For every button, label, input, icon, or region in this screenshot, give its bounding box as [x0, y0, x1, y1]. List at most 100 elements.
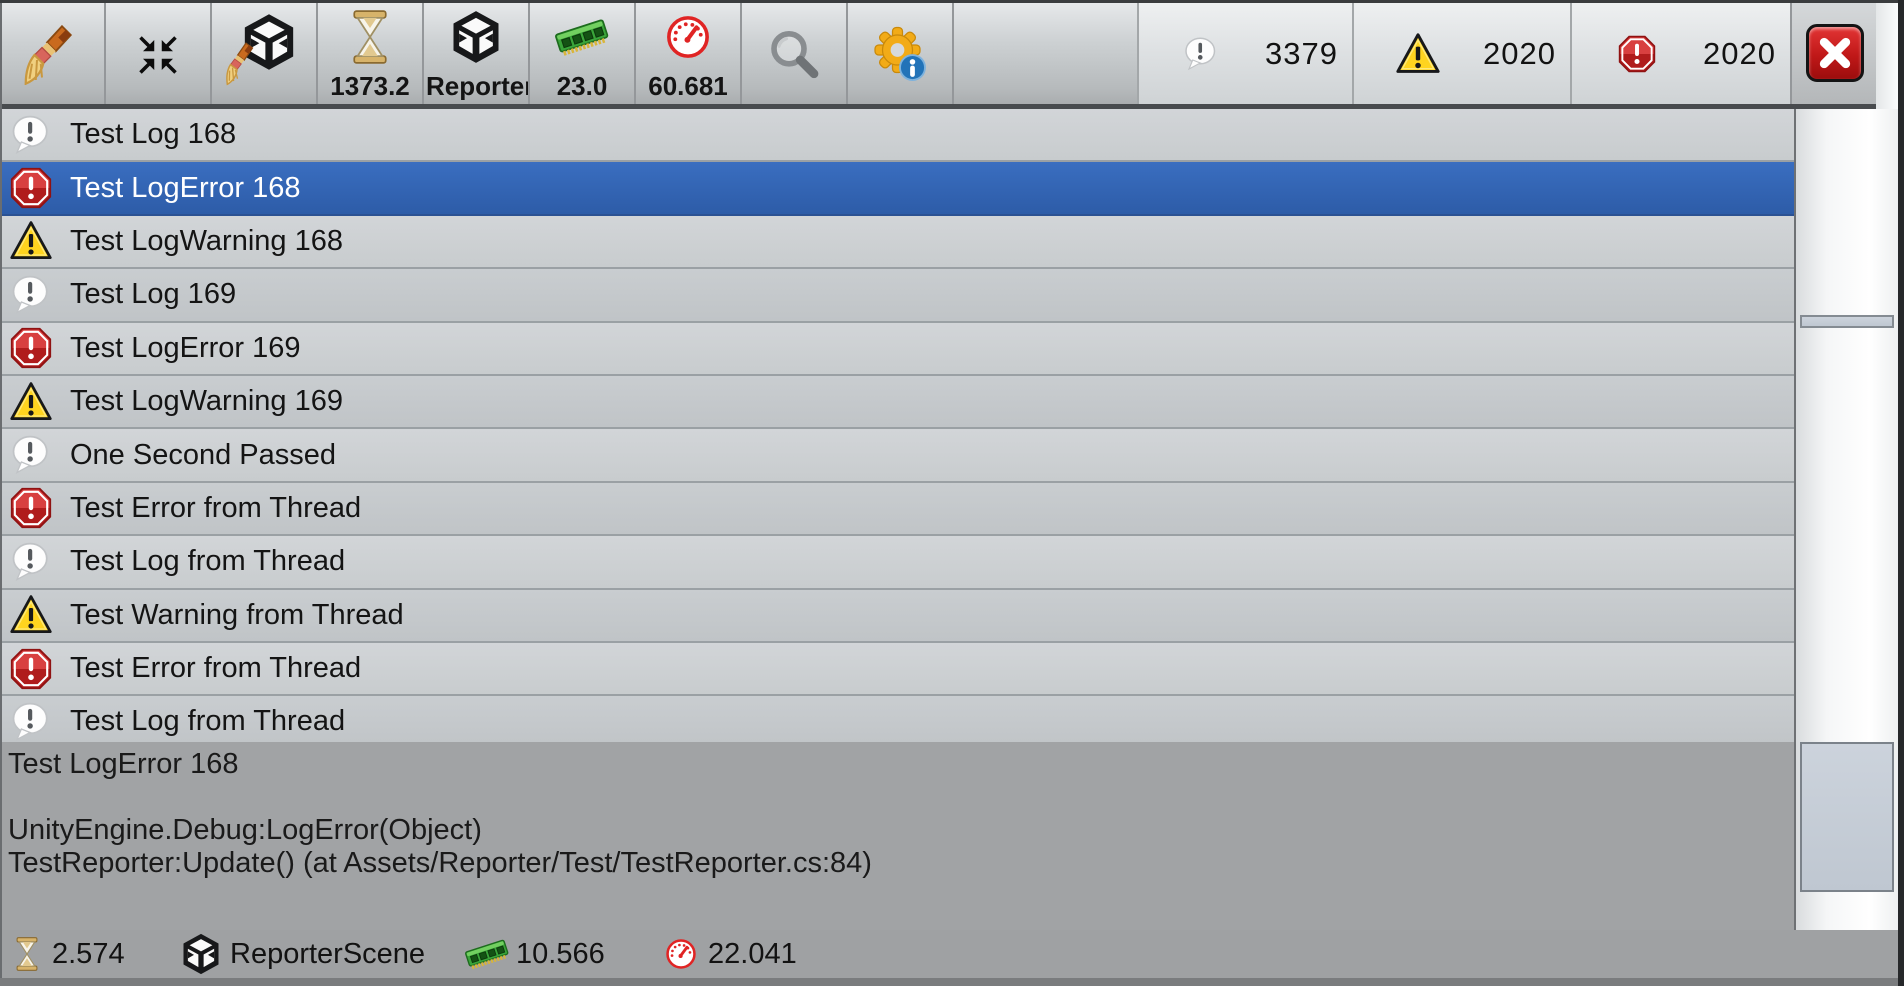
log-row-text: Test Log from Thread [70, 705, 346, 738]
log-row[interactable]: Test Log from Thread [0, 696, 1794, 742]
scene-button[interactable]: Reporter [424, 3, 530, 104]
info-icon [10, 701, 52, 742]
detail-blank-line [8, 781, 1794, 814]
status-fps-value: 22.041 [708, 937, 797, 970]
info-count: 3379 [1265, 35, 1338, 71]
close-cell [1790, 3, 1878, 104]
log-row[interactable]: Test Error from Thread [0, 642, 1794, 697]
error-icon [1618, 35, 1656, 73]
log-row-text: Test Log 169 [70, 278, 237, 311]
status-fps: 22.041 [662, 930, 797, 978]
detail-stack-line-2: TestReporter:Update() (at Assets/Reporte… [8, 847, 872, 879]
info-icon [1183, 36, 1219, 72]
top-right-scroll-strip [1876, 3, 1898, 109]
log-scrollbar-thumb[interactable] [1800, 315, 1894, 328]
warning-count-button[interactable]: 2020 [1352, 3, 1572, 104]
unity-cube-icon [449, 10, 503, 64]
speedometer-icon [662, 935, 700, 973]
log-list[interactable]: Test Log 168 Test LogError 168 Test LogWar… [0, 109, 1794, 742]
log-row[interactable]: Test Error from Thread [0, 482, 1794, 537]
scene-name: Reporter [426, 72, 528, 100]
broom-icon [22, 25, 82, 85]
detail-scrollbar[interactable] [1794, 742, 1898, 930]
error-icon [10, 327, 52, 369]
status-scene: ReporterScene [180, 930, 425, 978]
log-row-text: Test LogWarning 168 [70, 224, 343, 257]
time-value: 1373.2 [330, 72, 410, 100]
clear-button[interactable] [0, 3, 106, 104]
detail-pane[interactable]: Test LogError 168 UnityEngine.Debug:LogE… [0, 742, 1794, 930]
log-row[interactable]: Test LogError 169 [0, 322, 1794, 376]
detail-stack-line-1: UnityEngine.Debug:LogError(Object) [8, 814, 482, 846]
window-right-border [1898, 0, 1904, 986]
search-button[interactable] [742, 3, 848, 104]
log-row[interactable]: Test Log 168 [0, 109, 1794, 163]
info-icon [10, 274, 52, 316]
log-row-text: One Second Passed [70, 438, 337, 471]
hourglass-icon [10, 934, 44, 974]
log-row[interactable]: Test Warning from Thread [0, 589, 1794, 643]
warning-icon [10, 381, 52, 423]
error-icon [10, 648, 52, 690]
warning-count: 2020 [1483, 35, 1556, 71]
gear-info-icon [870, 25, 930, 85]
close-button[interactable] [1806, 24, 1864, 82]
log-row-text: Test LogError 169 [70, 331, 301, 364]
window-left-border [0, 0, 2, 986]
log-row-text: Test Error from Thread [70, 491, 362, 524]
warning-icon [1396, 32, 1440, 76]
log-scrollbar[interactable] [1794, 109, 1898, 742]
log-row-text: Test LogError 168 [70, 171, 301, 204]
status-scene-value: ReporterScene [230, 937, 426, 970]
log-row-text: Test Log from Thread [70, 545, 346, 578]
warning-icon [10, 220, 52, 262]
toolbar: 1373.2 Reporter 23.0 60.681 3379 2020 20… [0, 0, 1898, 109]
info-icon [10, 541, 52, 583]
log-row-text: Test Warning from Thread [70, 598, 404, 631]
log-row[interactable]: Test LogError 168 [0, 162, 1794, 216]
unity-cube-icon [180, 933, 222, 975]
window-bottom-border [0, 978, 1904, 986]
warning-icon [10, 594, 52, 636]
ram-icon [460, 932, 514, 976]
shrink-icon [128, 25, 188, 85]
error-count: 2020 [1703, 35, 1776, 71]
close-icon [1819, 37, 1851, 69]
hourglass-icon [343, 10, 397, 64]
error-icon [10, 167, 52, 209]
search-icon [764, 25, 824, 85]
settings-button[interactable] [848, 3, 954, 104]
fps-value: 60.681 [648, 72, 728, 100]
error-icon [10, 487, 52, 529]
log-row[interactable]: Test Log 169 [0, 269, 1794, 323]
info-count-button[interactable]: 3379 [1137, 3, 1354, 104]
log-row[interactable]: One Second Passed [0, 429, 1794, 483]
log-row[interactable]: Test Log from Thread [0, 536, 1794, 590]
log-row-text: Test LogWarning 169 [70, 385, 343, 418]
speedometer-icon [661, 10, 715, 64]
info-icon [10, 434, 52, 476]
window-top-border [0, 0, 1904, 3]
detail-scrollbar-thumb[interactable] [1800, 742, 1894, 892]
clear-scene-button[interactable] [212, 3, 318, 104]
log-row-text: Test Log 168 [70, 118, 237, 151]
detail-message: Test LogError 168 [8, 748, 239, 780]
status-bar: 2.574 ReporterScene 10.566 22.041 [0, 930, 1898, 978]
status-memory: 10.566 [460, 930, 605, 978]
memory-button[interactable]: 23.0 [530, 3, 636, 104]
shrink-button[interactable] [106, 3, 212, 104]
broom-icon [219, 40, 264, 85]
info-icon [10, 114, 52, 156]
ram-icon [555, 10, 609, 64]
memory-value: 23.0 [556, 72, 608, 100]
unity-broom-icon [212, 3, 316, 104]
status-time: 2.574 [10, 930, 125, 978]
log-row-text: Test Error from Thread [70, 652, 362, 685]
fps-button[interactable]: 60.681 [636, 3, 742, 104]
log-row[interactable]: Test LogWarning 168 [0, 215, 1794, 270]
log-row[interactable]: Test LogWarning 169 [0, 375, 1794, 430]
time-button[interactable]: 1373.2 [318, 3, 424, 104]
error-count-button[interactable]: 2020 [1570, 3, 1792, 104]
status-memory-value: 10.566 [516, 937, 605, 970]
status-time-value: 2.574 [52, 937, 125, 970]
